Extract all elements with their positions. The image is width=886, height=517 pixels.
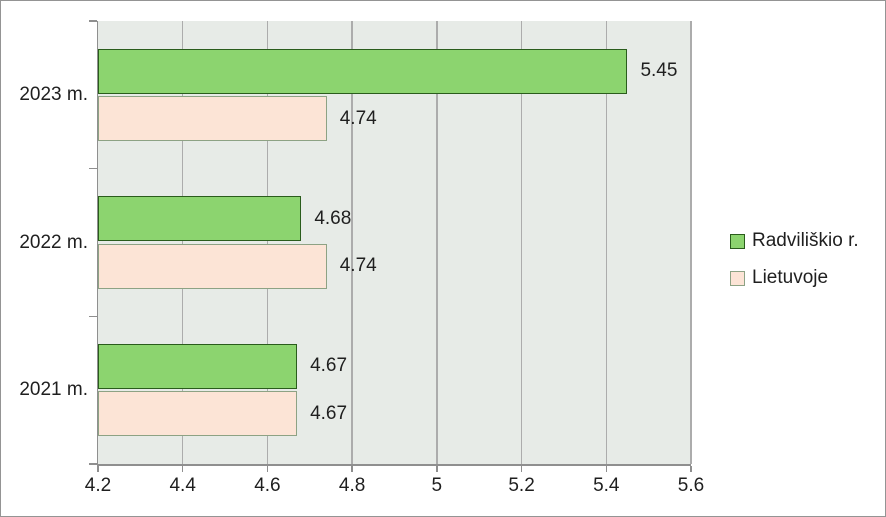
legend-entry-radvili-kio-r: Radviliškio r.: [730, 229, 859, 253]
y-axis-tick: [89, 463, 97, 465]
category-label-2021-m: 2021 m.: [19, 379, 88, 401]
gridline-4.4: [181, 21, 184, 464]
bar-radvili-kio-r-2022-m: [98, 196, 302, 242]
x-tick-label: 4.6: [254, 475, 281, 496]
x-tick-label: 4.4: [169, 475, 196, 496]
x-tick-label: 4.2: [84, 475, 112, 496]
x-tick-label: 5.2: [508, 475, 535, 496]
bar-lietuvoje-2022-m: [98, 243, 327, 289]
legend: Radviliškio r. Lietuvoje: [730, 229, 859, 290]
y-axis-tick: [89, 315, 97, 318]
x-tick-label: 4.8: [338, 475, 366, 496]
gridline-5.6: [690, 21, 692, 464]
bar-lietuvoje-2021-m: [98, 391, 298, 437]
bar-radvili-kio-r-2023-m: [98, 48, 628, 94]
legend-swatch-icon: [730, 233, 745, 249]
gridline-4.6: [266, 21, 269, 464]
plot-area: 5.45 4.74 4.68 4.74 4.67 4.67: [98, 21, 692, 464]
x-axis-line: [96, 464, 691, 466]
category-label-2023-m: 2023 m.: [19, 83, 88, 105]
x-axis-tick: [690, 465, 692, 472]
x-axis-tick: [181, 465, 184, 472]
y-axis-line: [96, 21, 98, 464]
data-label-lietuvoje-2023-m: 4.74: [339, 107, 377, 129]
bar-radvili-kio-r-2021-m: [98, 343, 298, 389]
data-label-radvili-kio-r-2023-m: 5.45: [640, 60, 678, 82]
data-label-lietuvoje-2022-m: 4.74: [339, 255, 377, 277]
x-axis-tick: [351, 465, 353, 472]
x-axis-tick: [520, 465, 523, 472]
y-axis-tick: [89, 20, 97, 22]
x-tick-label: 5: [431, 475, 443, 496]
x-tick-label: 5.4: [593, 475, 620, 496]
x-axis-tick: [97, 465, 99, 472]
category-label-2022-m: 2022 m.: [19, 231, 88, 253]
x-axis-tick: [266, 465, 269, 472]
gridline-5: [436, 21, 438, 464]
legend-swatch-icon: [730, 270, 745, 286]
gridline-5.2: [520, 21, 523, 464]
legend-label: Radviliškio r.: [752, 230, 859, 251]
legend-label: Lietuvoje: [752, 267, 829, 288]
x-tick-label: 5.6: [677, 475, 705, 496]
gridline-5.4: [605, 21, 608, 464]
legend-entry-lietuvoje: Lietuvoje: [730, 266, 859, 290]
bar-lietuvoje-2023-m: [98, 96, 327, 142]
data-label-radvili-kio-r-2022-m: 4.68: [314, 207, 352, 229]
gridline-4.8: [351, 21, 353, 464]
x-axis-tick: [605, 465, 608, 472]
x-axis-tick: [436, 465, 438, 472]
data-label-lietuvoje-2021-m: 4.67: [310, 402, 348, 424]
y-axis-tick: [89, 167, 97, 170]
data-label-radvili-kio-r-2021-m: 4.67: [310, 355, 348, 377]
